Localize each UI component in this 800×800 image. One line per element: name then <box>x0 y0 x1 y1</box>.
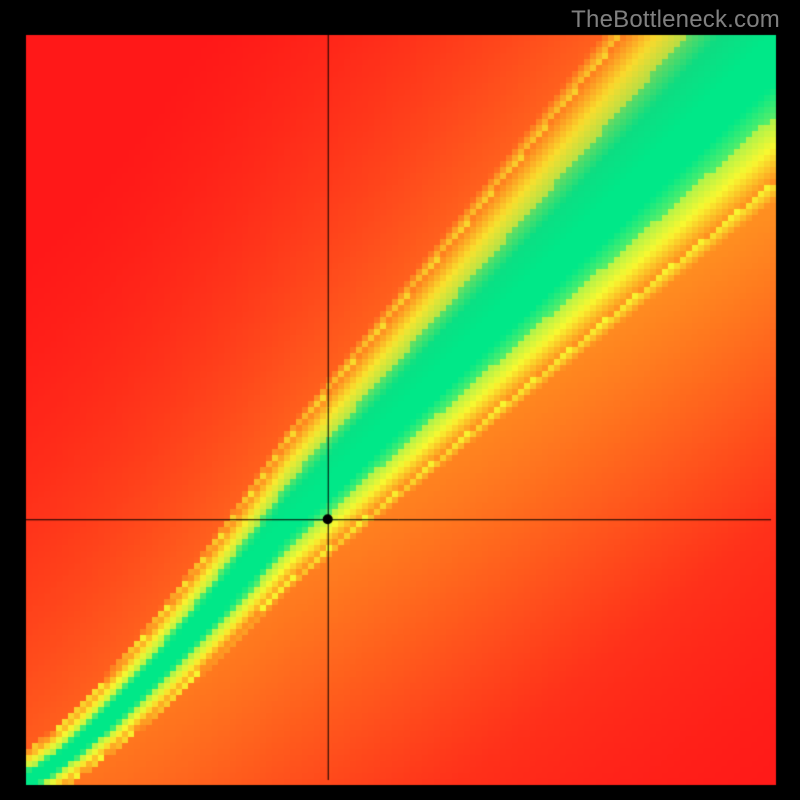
watermark-text: TheBottleneck.com <box>571 6 780 34</box>
heatmap-canvas <box>0 0 800 800</box>
chart-container: TheBottleneck.com <box>0 0 800 800</box>
